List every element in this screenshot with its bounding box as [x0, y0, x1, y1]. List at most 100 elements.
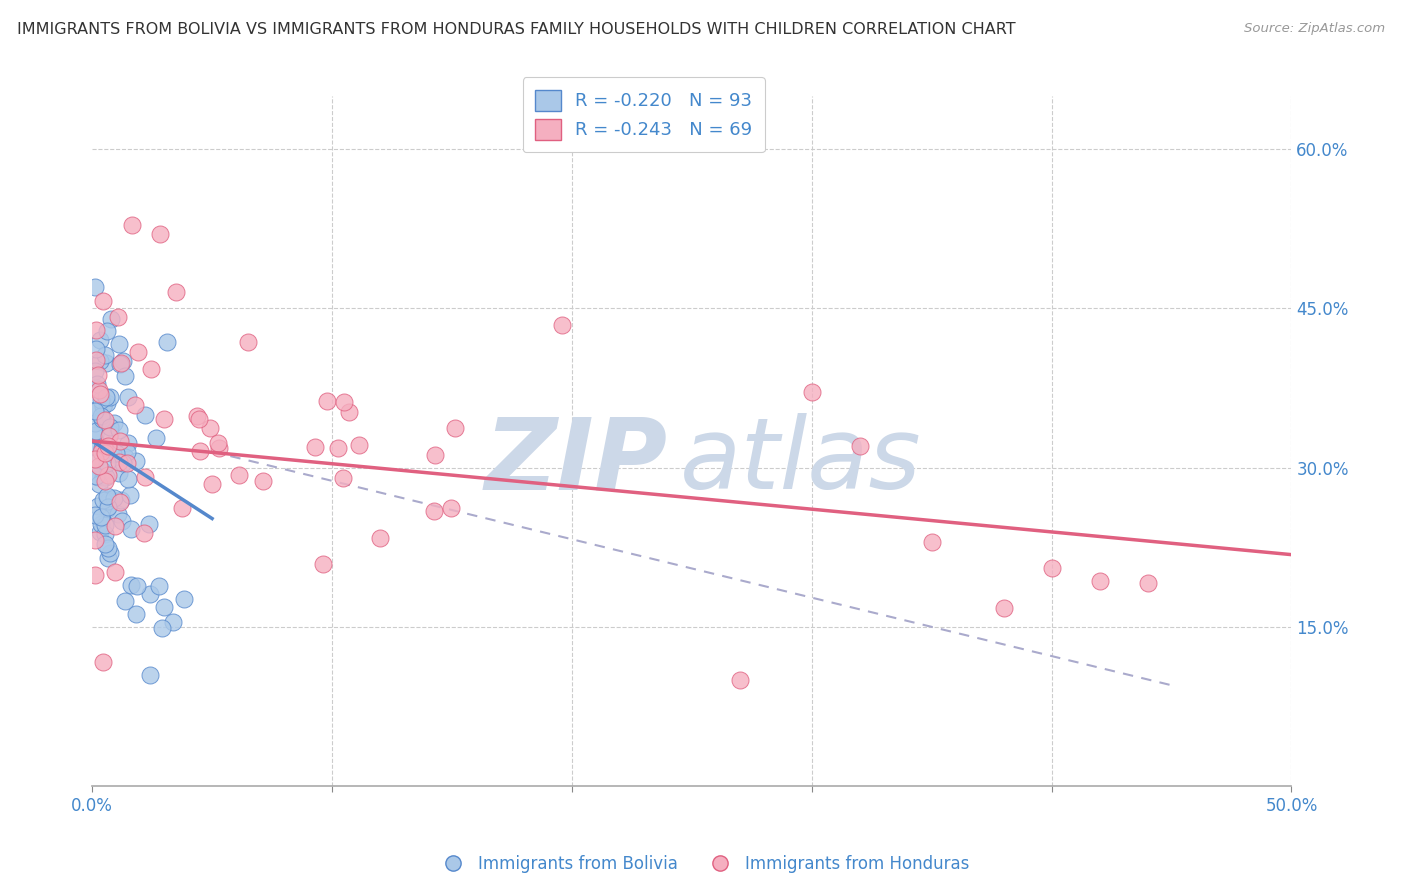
Point [97, 495, 120, 509]
Point [89, 524, 111, 539]
Point [120, 578, 142, 592]
Point [124, 398, 146, 412]
Point [121, 218, 143, 232]
Point [83, 403, 105, 417]
Point [111, 457, 134, 471]
Point [117, 436, 139, 450]
Point [91, 412, 114, 426]
Point [150, 621, 173, 635]
Point [94, 518, 117, 533]
Point [83, 364, 105, 378]
Legend: Immigrants from Bolivia, Immigrants from Honduras: Immigrants from Bolivia, Immigrants from… [430, 848, 976, 880]
Point [96, 390, 118, 404]
Point [89, 387, 111, 401]
Point [97, 494, 120, 508]
Point [170, 500, 193, 515]
Point [100, 312, 122, 326]
Point [332, 471, 354, 485]
Point [91, 293, 114, 308]
Point [86, 381, 108, 395]
Point [96, 500, 118, 514]
Point [94, 537, 117, 551]
Point [108, 434, 131, 449]
Point [153, 600, 176, 615]
Point [252, 475, 274, 489]
Point [125, 607, 148, 622]
Point [333, 395, 356, 409]
Point [90, 516, 112, 531]
Point [120, 488, 142, 502]
Text: ZIP: ZIP [485, 413, 668, 510]
Point [96, 491, 118, 506]
Point [848, 439, 870, 453]
Point [94, 348, 117, 362]
Point [87, 476, 110, 491]
Point [114, 368, 136, 383]
Point [87, 470, 110, 484]
Point [304, 440, 326, 454]
Point [134, 409, 156, 423]
Point [105, 445, 128, 459]
Point [94, 475, 117, 489]
Point [108, 455, 131, 469]
Point [98, 420, 121, 434]
Point [86, 499, 108, 513]
Point [108, 495, 131, 509]
Point [139, 668, 162, 682]
Point [83, 416, 105, 430]
Point [97, 428, 120, 442]
Point [117, 444, 139, 458]
Point [993, 601, 1015, 615]
Point [90, 441, 112, 455]
Point [728, 673, 751, 687]
Point [83, 451, 105, 466]
Point [87, 459, 110, 474]
Point [173, 591, 195, 606]
Point [94, 527, 117, 541]
Point [93, 470, 115, 484]
Point [127, 579, 149, 593]
Point [921, 534, 943, 549]
Point [84, 424, 107, 438]
Point [108, 423, 131, 437]
Point [800, 385, 823, 400]
Point [198, 421, 221, 435]
Point [1136, 576, 1159, 591]
Point [141, 362, 163, 376]
Point [83, 428, 105, 442]
Point [422, 503, 444, 517]
Point [337, 405, 360, 419]
Text: IMMIGRANTS FROM BOLIVIA VS IMMIGRANTS FROM HONDURAS FAMILY HOUSEHOLDS WITH CHILD: IMMIGRANTS FROM BOLIVIA VS IMMIGRANTS FR… [17, 22, 1015, 37]
Point [91, 493, 114, 508]
Point [100, 492, 122, 507]
Point [125, 454, 148, 468]
Point [127, 344, 149, 359]
Point [90, 509, 112, 524]
Point [83, 403, 105, 417]
Point [228, 468, 250, 483]
Point [94, 470, 117, 484]
Point [94, 446, 117, 460]
Point [326, 441, 349, 455]
Point [551, 318, 574, 332]
Point [162, 615, 184, 630]
Point [96, 324, 118, 338]
Point [111, 354, 134, 368]
Point [117, 472, 139, 486]
Point [89, 354, 111, 368]
Point [110, 356, 132, 370]
Point [84, 469, 107, 483]
Point [98, 391, 121, 405]
Point [440, 500, 463, 515]
Point [1088, 574, 1111, 588]
Point [86, 376, 108, 391]
Point [96, 501, 118, 516]
Point [316, 394, 339, 409]
Point [148, 579, 170, 593]
Point [83, 508, 105, 523]
Point [423, 448, 446, 462]
Point [97, 541, 120, 555]
Point [91, 399, 114, 413]
Point [1040, 561, 1063, 575]
Point [107, 466, 129, 480]
